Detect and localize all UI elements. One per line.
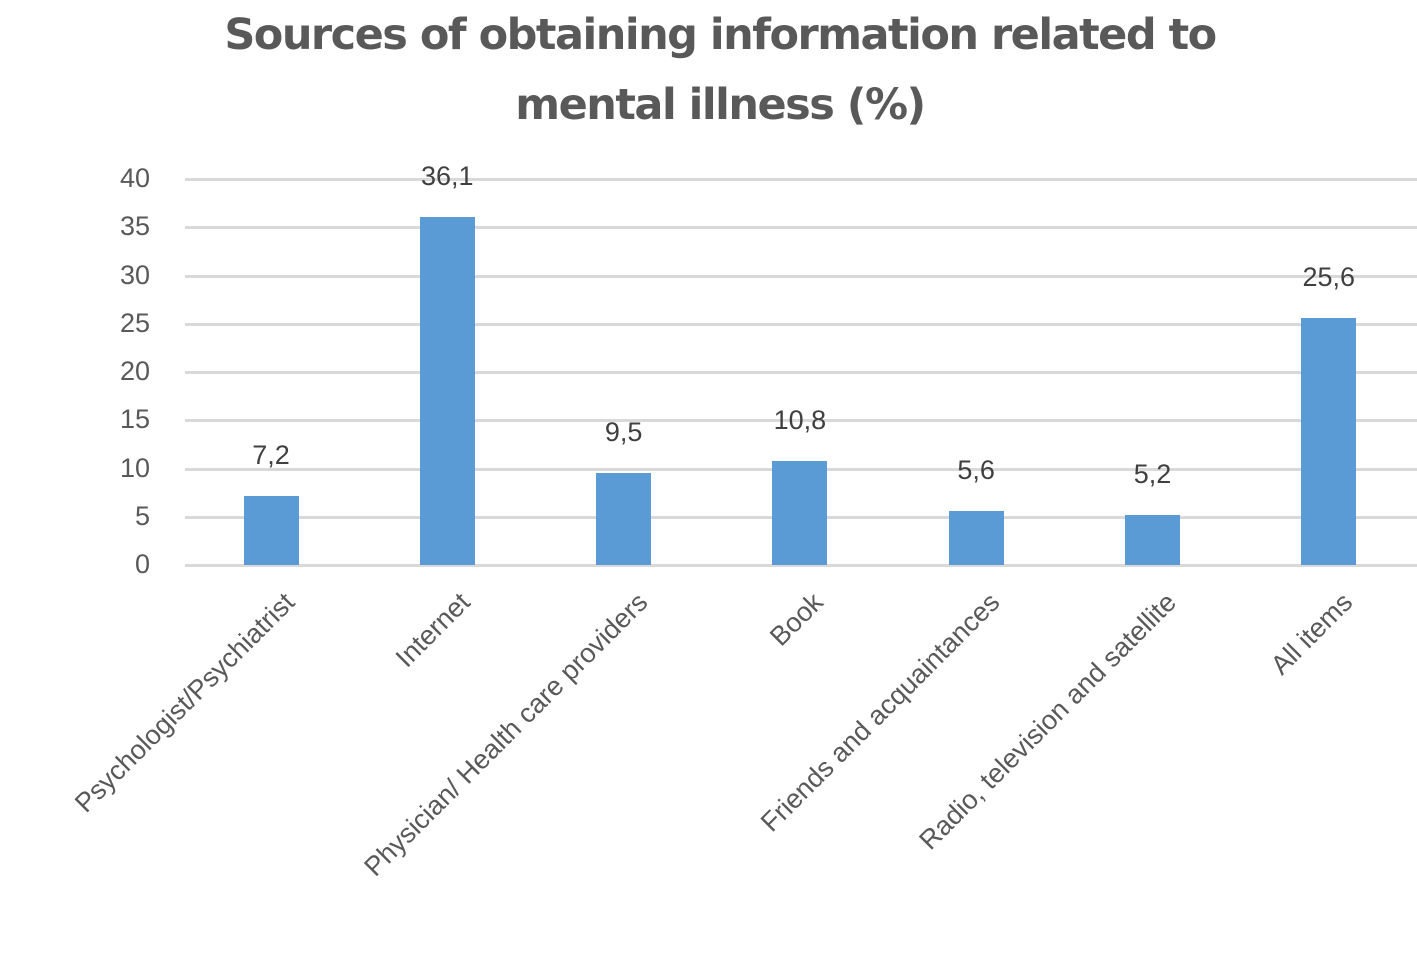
data-label: 5,2 [1133, 458, 1172, 489]
bar [948, 510, 1004, 565]
data-label: 9,5 [604, 417, 643, 448]
x-tick-label: Book [763, 587, 829, 652]
bar [1125, 514, 1180, 565]
gridline [185, 178, 1417, 181]
gridline [185, 419, 1417, 423]
data-label: 5,6 [957, 454, 995, 485]
chart-title-line-2: mental illness (%) [515, 80, 926, 130]
y-tick-label: 30 [119, 259, 150, 290]
gridline [185, 371, 1417, 374]
bar [772, 460, 828, 565]
bar [243, 495, 299, 565]
x-tick-label: Psychologist/Psychiatrist [69, 587, 301, 819]
x-tick-label: Physician/ Health care providers [357, 587, 653, 882]
gridline [185, 274, 1417, 278]
bar [1301, 317, 1357, 565]
y-tick-label: 0 [134, 549, 150, 579]
y-tick-label: 40 [119, 163, 150, 193]
data-label: 10,8 [773, 404, 827, 435]
data-label: 25,6 [1302, 261, 1356, 292]
chart-title-line-1: Sources of obtaining information related… [224, 10, 1217, 60]
bar [419, 216, 475, 565]
x-tick-label: Internet [390, 587, 477, 673]
x-tick-label: All items [1264, 587, 1359, 681]
gridline [185, 322, 1417, 326]
y-tick-label: 10 [119, 452, 150, 483]
gridline [185, 564, 1417, 567]
y-tick-label: 35 [119, 211, 150, 242]
gridline [185, 226, 1417, 230]
chart-title: Sources of obtaining information related… [0, 0, 1417, 140]
y-tick-label: 25 [119, 307, 150, 338]
y-tick-label: 5 [134, 500, 150, 531]
y-tick-label: 15 [119, 404, 150, 435]
bar [596, 473, 652, 565]
y-tick-label: 20 [119, 356, 150, 386]
plot-area: 0 5 10 15 20 25 30 35 40 7,2 36,1 9,5 10,8 5,6 5,2 25,6 [120, 161, 1417, 579]
data-label: 7,2 [252, 439, 290, 470]
data-label: 36,1 [421, 160, 474, 191]
